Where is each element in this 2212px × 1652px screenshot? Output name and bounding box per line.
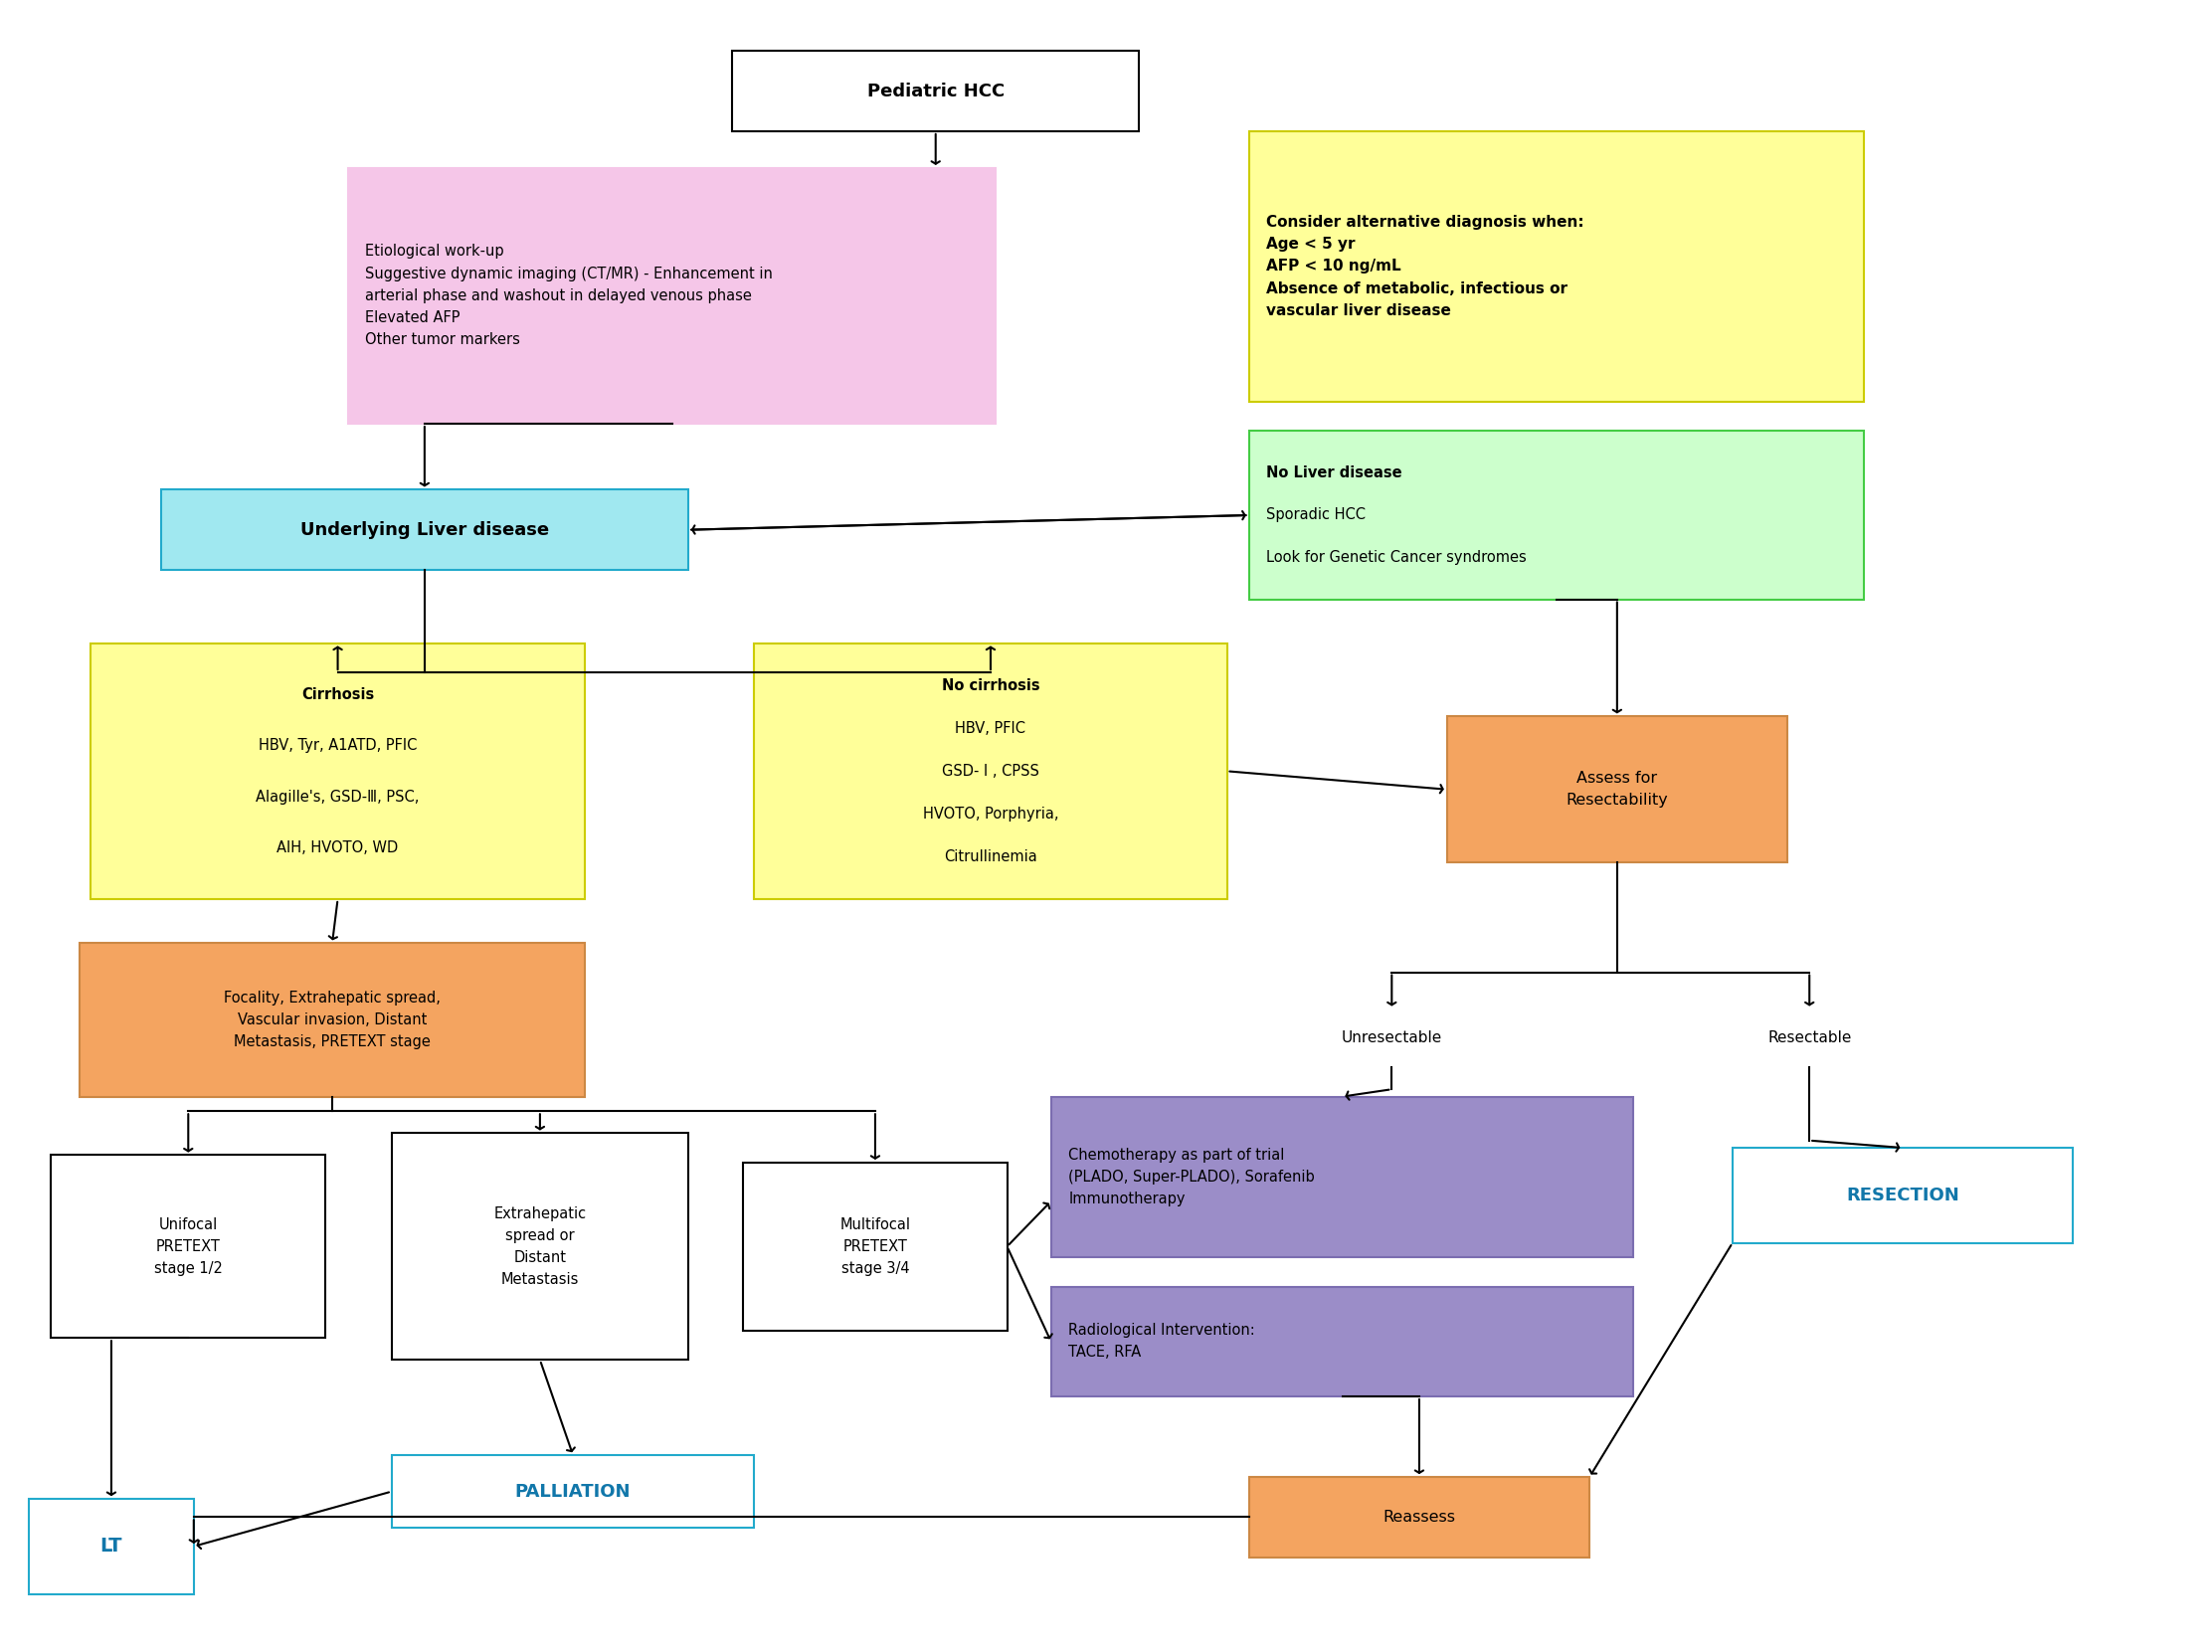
Text: Look for Genetic Cancer syndromes: Look for Genetic Cancer syndromes bbox=[1267, 550, 1526, 565]
Text: Citrullinemia: Citrullinemia bbox=[945, 849, 1037, 864]
FancyBboxPatch shape bbox=[1250, 131, 1865, 401]
FancyBboxPatch shape bbox=[91, 643, 584, 899]
Text: PALLIATION: PALLIATION bbox=[515, 1482, 630, 1500]
Text: Radiological Intervention:
TACE, RFA: Radiological Intervention: TACE, RFA bbox=[1068, 1323, 1256, 1360]
Text: No Liver disease: No Liver disease bbox=[1267, 466, 1402, 481]
Text: Unresectable: Unresectable bbox=[1340, 1031, 1442, 1046]
FancyBboxPatch shape bbox=[1447, 717, 1787, 862]
Text: RESECTION: RESECTION bbox=[1847, 1186, 1960, 1204]
FancyBboxPatch shape bbox=[80, 943, 584, 1097]
Text: HBV, PFIC: HBV, PFIC bbox=[956, 720, 1026, 735]
Text: Unifocal
PRETEXT
stage 1/2: Unifocal PRETEXT stage 1/2 bbox=[155, 1218, 223, 1275]
FancyBboxPatch shape bbox=[51, 1155, 325, 1338]
Text: Sporadic HCC: Sporadic HCC bbox=[1267, 507, 1367, 522]
Text: No cirrhosis: No cirrhosis bbox=[942, 679, 1040, 694]
FancyBboxPatch shape bbox=[754, 643, 1228, 899]
FancyBboxPatch shape bbox=[161, 489, 688, 570]
Text: Cirrhosis: Cirrhosis bbox=[301, 687, 374, 702]
Text: Multifocal
PRETEXT
stage 3/4: Multifocal PRETEXT stage 3/4 bbox=[841, 1218, 911, 1275]
FancyBboxPatch shape bbox=[1051, 1287, 1635, 1396]
Text: Pediatric HCC: Pediatric HCC bbox=[867, 83, 1004, 101]
Text: Chemotherapy as part of trial
(PLADO, Super-PLADO), Sorafenib
Immunotherapy: Chemotherapy as part of trial (PLADO, Su… bbox=[1068, 1148, 1316, 1206]
FancyBboxPatch shape bbox=[1677, 1009, 1942, 1067]
Text: HBV, Tyr, A1ATD, PFIC: HBV, Tyr, A1ATD, PFIC bbox=[259, 738, 418, 753]
Text: LT: LT bbox=[100, 1536, 122, 1556]
FancyBboxPatch shape bbox=[1732, 1148, 2073, 1242]
Text: Assess for
Resectability: Assess for Resectability bbox=[1566, 771, 1668, 808]
Text: GSD- Ⅰ , CPSS: GSD- Ⅰ , CPSS bbox=[942, 763, 1040, 778]
Text: Focality, Extrahepatic spread,
Vascular invasion, Distant
Metastasis, PRETEXT st: Focality, Extrahepatic spread, Vascular … bbox=[223, 990, 440, 1049]
Text: Consider alternative diagnosis when:
Age < 5 yr
AFP < 10 ng/mL
Absence of metabo: Consider alternative diagnosis when: Age… bbox=[1267, 215, 1584, 319]
FancyBboxPatch shape bbox=[1051, 1097, 1635, 1257]
Text: HVOTO, Porphyria,: HVOTO, Porphyria, bbox=[922, 806, 1060, 821]
Text: Etiological work-up
Suggestive dynamic imaging (CT/MR) - Enhancement in
arterial: Etiological work-up Suggestive dynamic i… bbox=[365, 244, 772, 347]
FancyBboxPatch shape bbox=[1250, 1477, 1590, 1558]
Text: AIH, HVOTO, WD: AIH, HVOTO, WD bbox=[276, 841, 398, 856]
FancyBboxPatch shape bbox=[29, 1498, 195, 1594]
FancyBboxPatch shape bbox=[743, 1163, 1006, 1330]
Text: Reassess: Reassess bbox=[1382, 1510, 1455, 1525]
Text: Resectable: Resectable bbox=[1767, 1031, 1851, 1046]
Text: Underlying Liver disease: Underlying Liver disease bbox=[301, 520, 549, 539]
FancyBboxPatch shape bbox=[347, 169, 995, 425]
FancyBboxPatch shape bbox=[392, 1133, 688, 1360]
Text: Extrahepatic
spread or
Distant
Metastasis: Extrahepatic spread or Distant Metastasi… bbox=[493, 1206, 586, 1287]
Text: Alagille's, GSD-Ⅲ, PSC,: Alagille's, GSD-Ⅲ, PSC, bbox=[257, 790, 420, 805]
FancyBboxPatch shape bbox=[732, 51, 1139, 131]
FancyBboxPatch shape bbox=[392, 1455, 754, 1528]
FancyBboxPatch shape bbox=[1250, 431, 1865, 600]
FancyBboxPatch shape bbox=[1250, 1009, 1535, 1067]
